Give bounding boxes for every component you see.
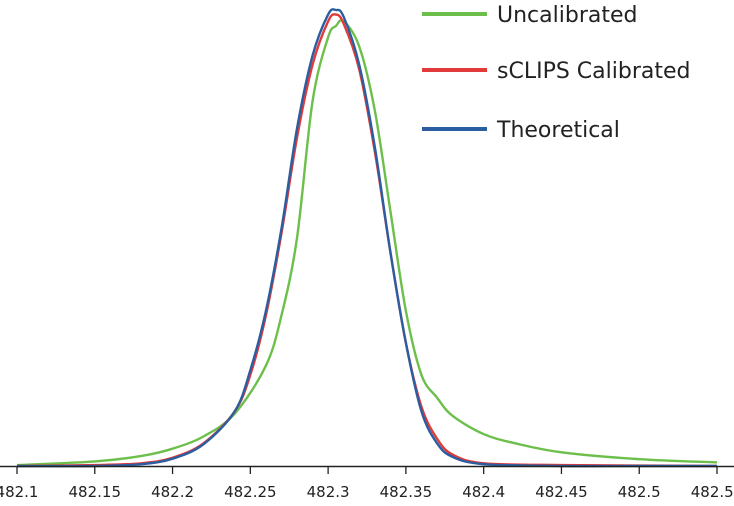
x-tick-label: 482.25 (224, 483, 277, 501)
x-tick-label: 482.55 (691, 483, 734, 501)
x-tick-label: 482.3 (307, 483, 350, 501)
series-line-theoretical (16, 8, 717, 468)
series-layer (16, 8, 718, 468)
x-tick-label: 482.15 (69, 483, 122, 501)
legend-label: Theoretical (496, 118, 620, 143)
x-tick-label: 482.2 (151, 483, 194, 501)
legend-label: Uncalibrated (497, 3, 637, 28)
x-tick-label: 482.4 (462, 483, 505, 501)
legend-label: sCLIPS Calibrated (497, 59, 690, 84)
x-tick-label: 482.5 (618, 483, 661, 501)
x-tick-label: 482.1 (0, 483, 38, 501)
x-axis-ticks: 482.1 482.15 482.2 482.25 482.3 482.35 482.4 48… (0, 466, 734, 501)
legend: Uncalibrated sCLIPS Calibrated Theoretical (422, 3, 690, 143)
x-tick-label: 482.35 (380, 483, 433, 501)
series-line-uncalibrated (16, 19, 718, 467)
x-tick-label: 482.45 (535, 483, 588, 501)
